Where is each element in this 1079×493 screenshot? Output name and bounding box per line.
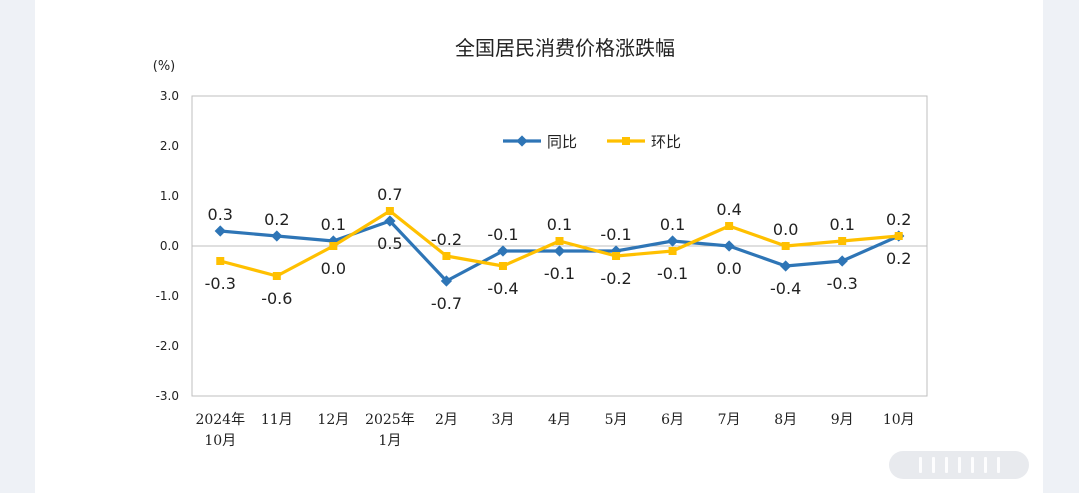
y-tick-label: 1.0: [160, 189, 179, 203]
data-label: 0.4: [716, 200, 741, 219]
data-label: -0.3: [827, 274, 858, 293]
data-point: [894, 232, 903, 240]
data-label: 0.0: [716, 259, 741, 278]
data-label: 0.3: [208, 205, 233, 224]
data-point: [666, 235, 679, 247]
data-point: [329, 242, 338, 250]
x-tick-label: 1月: [378, 433, 401, 449]
data-label: 0.5: [377, 234, 402, 253]
data-label: -0.2: [600, 269, 631, 288]
data-point: [214, 225, 226, 237]
x-tick-label: 10月: [204, 433, 236, 449]
data-point: [271, 230, 283, 242]
x-tick-label: 10月: [883, 412, 915, 428]
x-tick-label: 3月: [492, 412, 515, 428]
data-point: [498, 262, 507, 270]
chart-title: 全国居民消费价格涨跌幅: [455, 36, 675, 60]
data-label: 0.7: [377, 185, 402, 204]
y-axis-unit: (%): [153, 59, 176, 74]
data-label: -0.3: [205, 274, 236, 293]
data-point: [781, 242, 790, 250]
data-label: -0.2: [431, 230, 462, 249]
legend-label: 同比: [547, 133, 577, 151]
data-point: [553, 245, 566, 257]
data-label: -0.1: [544, 264, 575, 283]
data-label: 0.0: [321, 259, 346, 278]
data-label: -0.1: [600, 225, 631, 244]
data-label: 0.1: [547, 215, 572, 234]
data-label: -0.1: [487, 225, 518, 244]
data-point: [497, 245, 509, 257]
data-label: 0.2: [886, 249, 911, 268]
x-tick-label: 7月: [718, 412, 741, 428]
data-label: 0.1: [829, 215, 854, 234]
y-tick-label: 0.0: [160, 239, 179, 253]
data-point: [440, 275, 453, 287]
data-point: [836, 255, 848, 267]
data-label: -0.4: [487, 279, 518, 298]
data-point: [723, 240, 735, 252]
data-point: [272, 272, 281, 280]
x-tick-label: 2024年: [195, 412, 245, 428]
cpi-line-chart: 全国居民消费价格涨跌幅 (%) 3.0 2.0 1.0 0.0 -1.0 -2.0 -3.0…: [153, 36, 928, 449]
x-tick-label: 4月: [548, 412, 571, 428]
x-tick-label: 8月: [774, 412, 797, 428]
data-point: [725, 222, 734, 230]
data-label: -0.4: [770, 279, 801, 298]
data-point: [442, 252, 451, 260]
data-label: -0.6: [261, 289, 292, 308]
x-tick-label: 9月: [831, 412, 854, 428]
data-label: 0.0: [773, 220, 798, 239]
data-label: -0.7: [431, 294, 462, 313]
data-point: [216, 257, 225, 265]
x-tick-label: 11月: [261, 412, 293, 428]
y-tick-label: 3.0: [160, 89, 179, 103]
data-label: -0.1: [657, 264, 688, 283]
data-point: [385, 207, 394, 215]
data-label: 0.1: [660, 215, 685, 234]
x-tick-label: 2月: [435, 412, 458, 428]
x-tick-label: 2025年: [365, 412, 415, 428]
y-tick-label: 2.0: [160, 139, 179, 153]
y-tick-label: -1.0: [156, 289, 179, 303]
chart-card: 全国居民消费价格涨跌幅 (%) 3.0 2.0 1.0 0.0 -1.0 -2.0 -3.0…: [35, 0, 1043, 493]
data-point: [555, 237, 564, 245]
data-point: [779, 260, 792, 272]
data-label: 0.2: [264, 210, 289, 229]
y-tick-label: -2.0: [156, 339, 179, 353]
data-point: [838, 237, 847, 245]
data-point: [668, 247, 677, 255]
legend-marker: [516, 135, 528, 147]
data-label: 0.2: [886, 210, 911, 229]
x-tick-label: 6月: [661, 412, 684, 428]
x-tick-label: 12月: [317, 412, 349, 428]
legend-marker: [622, 137, 630, 145]
x-tick-label: 5月: [605, 412, 628, 428]
data-label: 0.1: [321, 215, 346, 234]
data-point: [384, 215, 396, 227]
data-point: [612, 252, 621, 260]
legend-label: 环比: [651, 133, 681, 151]
watermark: [889, 451, 1029, 479]
y-tick-label: -3.0: [156, 389, 179, 403]
